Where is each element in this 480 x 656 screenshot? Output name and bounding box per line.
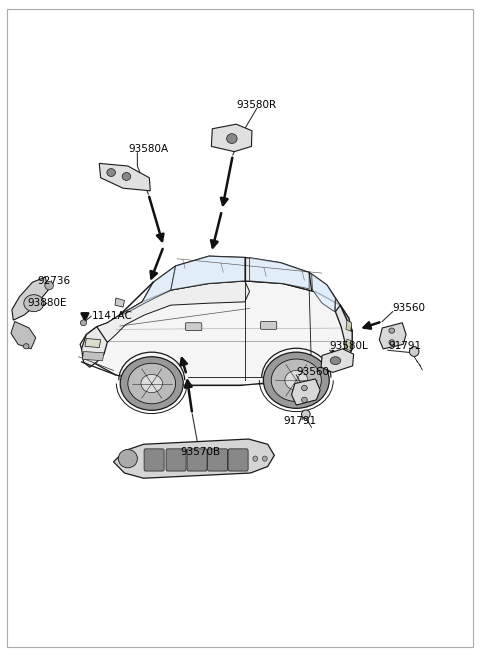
FancyBboxPatch shape: [166, 449, 186, 471]
Polygon shape: [171, 256, 245, 290]
FancyBboxPatch shape: [186, 323, 202, 331]
Polygon shape: [80, 281, 352, 386]
Polygon shape: [346, 320, 352, 331]
Text: 93570B: 93570B: [181, 447, 221, 457]
FancyBboxPatch shape: [144, 449, 164, 471]
Polygon shape: [142, 256, 340, 305]
Ellipse shape: [301, 398, 307, 403]
Ellipse shape: [24, 295, 44, 312]
Ellipse shape: [330, 357, 341, 365]
Ellipse shape: [128, 363, 176, 404]
Ellipse shape: [409, 346, 419, 356]
FancyBboxPatch shape: [228, 449, 248, 471]
Polygon shape: [291, 379, 320, 405]
Ellipse shape: [271, 359, 322, 401]
Polygon shape: [336, 298, 349, 333]
Polygon shape: [12, 277, 48, 320]
Ellipse shape: [80, 320, 86, 326]
Text: 93560: 93560: [296, 367, 329, 377]
Polygon shape: [85, 338, 101, 348]
Polygon shape: [83, 352, 104, 361]
Ellipse shape: [389, 328, 395, 333]
Polygon shape: [120, 266, 176, 315]
Ellipse shape: [122, 173, 131, 180]
Polygon shape: [114, 439, 275, 478]
Ellipse shape: [285, 371, 308, 390]
Polygon shape: [211, 124, 252, 152]
Polygon shape: [312, 274, 336, 312]
Polygon shape: [82, 327, 108, 367]
Polygon shape: [250, 257, 309, 289]
FancyBboxPatch shape: [187, 449, 207, 471]
Ellipse shape: [45, 281, 53, 290]
Polygon shape: [11, 321, 36, 349]
Polygon shape: [115, 298, 124, 307]
Polygon shape: [99, 163, 150, 191]
Polygon shape: [379, 323, 406, 349]
Text: 1141AC: 1141AC: [92, 311, 133, 321]
FancyBboxPatch shape: [207, 449, 228, 471]
Ellipse shape: [264, 352, 329, 408]
Polygon shape: [346, 339, 352, 351]
Text: 91791: 91791: [283, 416, 316, 426]
Polygon shape: [336, 305, 352, 364]
Ellipse shape: [227, 134, 237, 144]
Text: 92736: 92736: [37, 276, 70, 286]
Ellipse shape: [24, 344, 29, 349]
Ellipse shape: [301, 386, 307, 391]
Ellipse shape: [253, 456, 258, 461]
Text: 93580R: 93580R: [237, 100, 277, 110]
Text: 93580L: 93580L: [330, 341, 369, 352]
Ellipse shape: [263, 456, 267, 461]
Ellipse shape: [389, 340, 395, 345]
Ellipse shape: [301, 410, 310, 419]
Ellipse shape: [141, 375, 162, 393]
Text: 91791: 91791: [388, 341, 421, 352]
Ellipse shape: [107, 169, 116, 176]
Text: 93580A: 93580A: [128, 144, 168, 154]
Text: 93880E: 93880E: [28, 298, 67, 308]
Polygon shape: [321, 349, 354, 373]
FancyBboxPatch shape: [261, 321, 277, 329]
Polygon shape: [97, 281, 250, 342]
Text: 93560: 93560: [393, 304, 426, 314]
Ellipse shape: [118, 449, 137, 468]
Ellipse shape: [120, 357, 183, 410]
